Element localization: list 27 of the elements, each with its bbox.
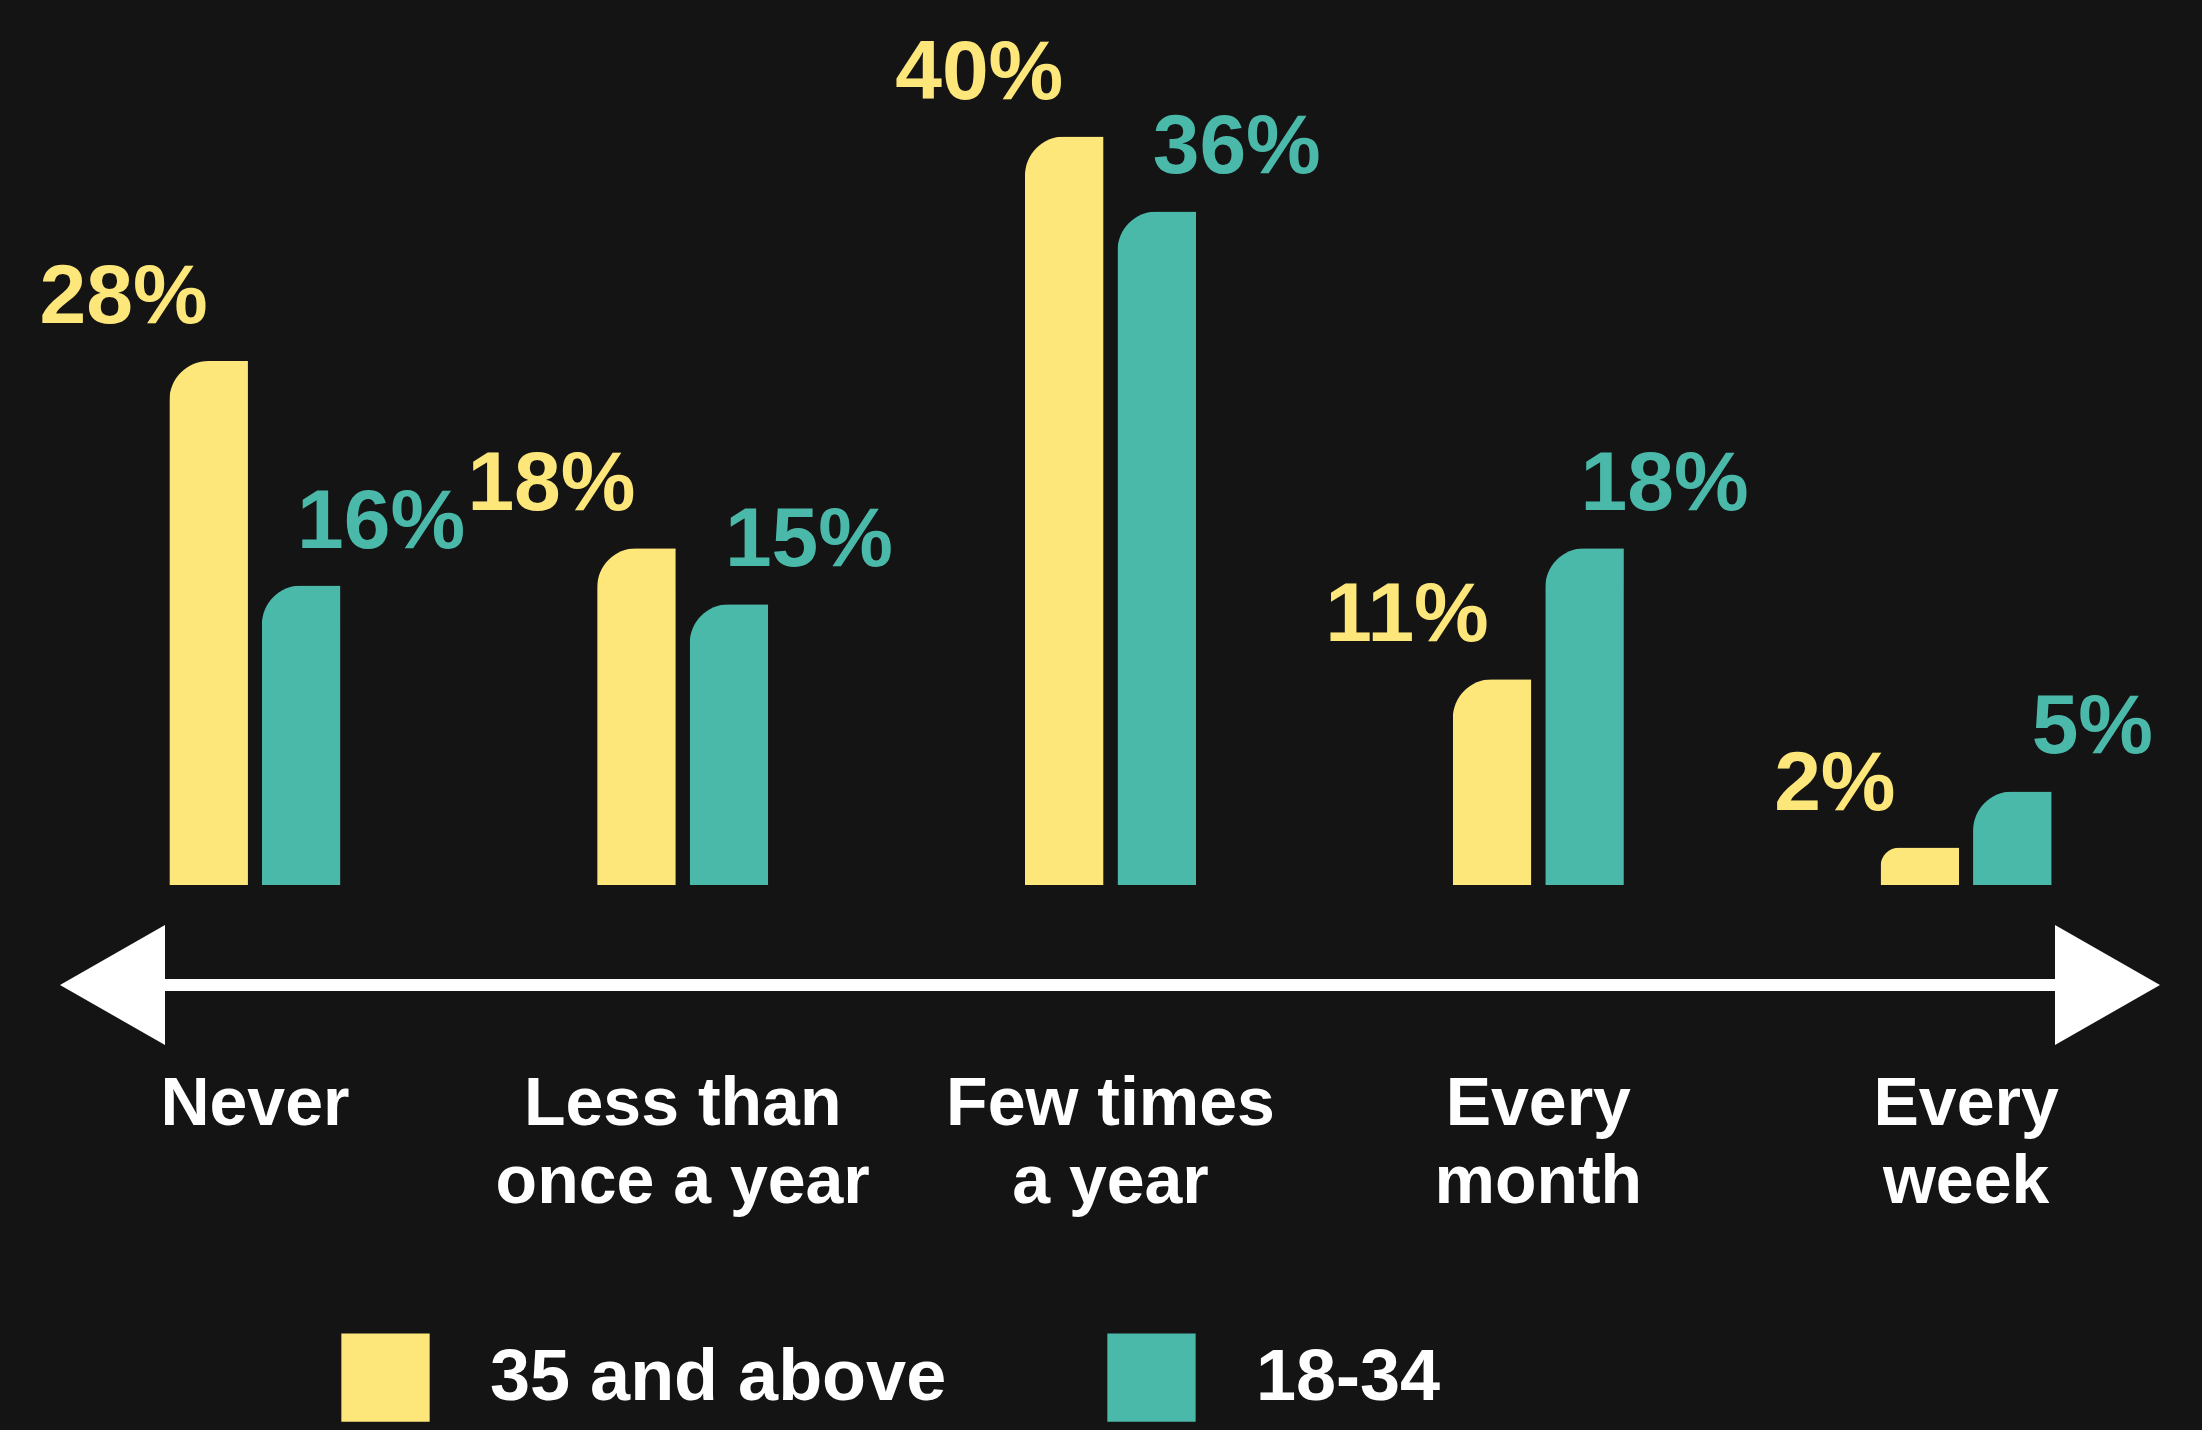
- legend-label: 35 and above: [490, 1334, 947, 1415]
- data-label: 5%: [2031, 677, 2154, 772]
- bar: [1452, 679, 1532, 885]
- x-tick-label: Every month: [1434, 1062, 1643, 1217]
- x-tick-label: Every week: [1873, 1062, 2059, 1217]
- data-label: 18%: [467, 434, 636, 529]
- bar: [261, 585, 341, 885]
- legend-label: 18-34: [1256, 1334, 1441, 1415]
- data-label: 40%: [895, 22, 1064, 117]
- x-tick-label: Few times a year: [946, 1062, 1275, 1217]
- bar: [689, 604, 769, 885]
- bar: [597, 548, 676, 885]
- bar: [1545, 548, 1624, 885]
- x-tick-label: Never: [160, 1062, 350, 1139]
- data-label: 15%: [724, 490, 894, 585]
- bar: [169, 361, 248, 885]
- bar: [1024, 136, 1104, 885]
- data-label: 36%: [1152, 97, 1321, 192]
- data-label: 28%: [39, 247, 208, 342]
- data-label: 2%: [1774, 733, 1896, 828]
- data-label: 16%: [297, 471, 466, 566]
- data-label: 18%: [1580, 434, 1749, 529]
- bar: [1973, 791, 2052, 885]
- bar: [1117, 211, 1197, 885]
- data-label: 11%: [1325, 565, 1489, 660]
- x-tick-label: Less than once a year: [495, 1062, 870, 1217]
- bar: [1880, 847, 1960, 885]
